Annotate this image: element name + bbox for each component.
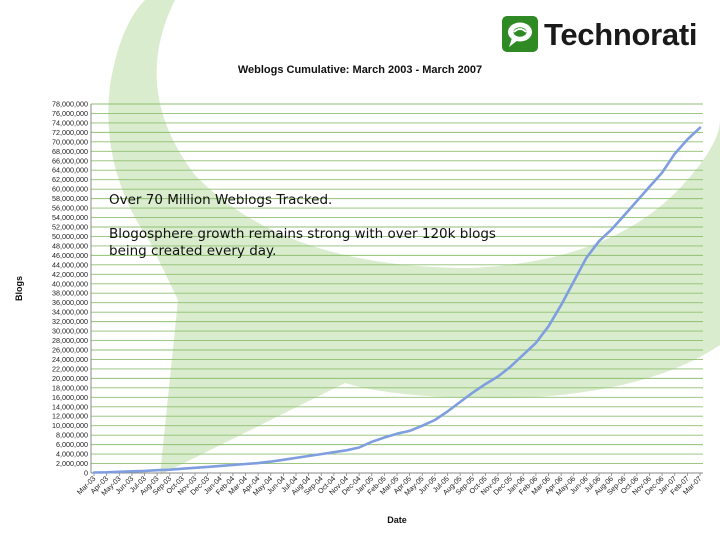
y-tick-label: 0	[84, 469, 88, 478]
y-tick-label: 48,000,000	[52, 241, 88, 250]
y-tick-label: 20,000,000	[52, 374, 88, 383]
y-tick-label: 64,000,000	[52, 166, 88, 175]
y-tick-label: 14,000,000	[52, 402, 88, 411]
chart-title: Weblogs Cumulative: March 2003 - March 2…	[237, 64, 483, 76]
y-tick-label: 36,000,000	[52, 298, 88, 307]
y-tick-label: 10,000,000	[52, 421, 88, 430]
y-tick-label: 58,000,000	[52, 194, 88, 203]
y-tick-label: 70,000,000	[52, 137, 88, 146]
annotation-box: Over 70 Million Weblogs Tracked. Blogosp…	[109, 192, 509, 260]
y-tick-label: 22,000,000	[52, 364, 88, 373]
y-tick-label: 78,000,000	[52, 100, 88, 109]
y-tick-label: 24,000,000	[52, 355, 88, 364]
y-tick-label: 42,000,000	[52, 270, 88, 279]
y-tick-label: 26,000,000	[52, 346, 88, 355]
y-tick-label: 4,000,000	[56, 450, 88, 459]
brand-name: Technorati	[544, 16, 698, 52]
y-tick-label: 18,000,000	[52, 383, 88, 392]
speech-bubble-logo-icon	[502, 16, 538, 52]
y-axis-label: Blogs	[14, 276, 24, 301]
y-tick-label: 34,000,000	[52, 308, 88, 317]
annotation-body: Blogosphere growth remains strong with o…	[109, 226, 496, 259]
y-tick-label: 46,000,000	[52, 251, 88, 260]
y-tick-label: 8,000,000	[56, 431, 88, 440]
gridlines	[91, 103, 703, 464]
y-tick-label: 44,000,000	[52, 260, 88, 269]
y-tick-label: 12,000,000	[52, 412, 88, 421]
y-tick-label: 62,000,000	[52, 175, 88, 184]
y-tick-label: 16,000,000	[52, 393, 88, 402]
y-axis-ticks: 02,000,0004,000,0006,000,0008,000,00010,…	[52, 100, 88, 478]
y-tick-label: 56,000,000	[52, 204, 88, 213]
y-tick-label: 30,000,000	[52, 327, 88, 336]
series-line	[92, 126, 702, 474]
x-axis-ticks: Mar-03Apr-03May-03Jun-03Jul-03Aug-03Sep-…	[75, 473, 703, 497]
y-tick-label: 38,000,000	[52, 289, 88, 298]
y-tick-label: 32,000,000	[52, 317, 88, 326]
y-tick-label: 66,000,000	[52, 156, 88, 165]
y-tick-label: 54,000,000	[52, 213, 88, 222]
y-tick-label: 72,000,000	[52, 128, 88, 137]
y-tick-label: 28,000,000	[52, 336, 88, 345]
y-tick-label: 2,000,000	[56, 459, 88, 468]
x-axis-label: Date	[387, 515, 407, 525]
y-tick-label: 74,000,000	[52, 118, 88, 127]
y-tick-label: 50,000,000	[52, 232, 88, 241]
y-tick-label: 6,000,000	[56, 440, 88, 449]
annotation-headline: Over 70 Million Weblogs Tracked.	[109, 192, 333, 208]
y-tick-label: 40,000,000	[52, 279, 88, 288]
y-tick-label: 60,000,000	[52, 185, 88, 194]
y-tick-label: 76,000,000	[52, 109, 88, 118]
technorati-logo: Technorati	[502, 14, 697, 54]
y-tick-label: 68,000,000	[52, 147, 88, 156]
y-tick-label: 52,000,000	[52, 223, 88, 232]
